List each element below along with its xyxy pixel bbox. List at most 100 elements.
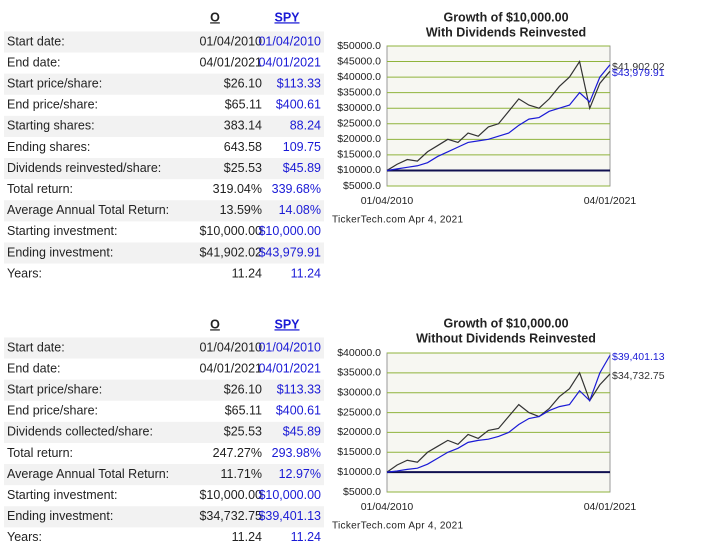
y-tick-label: $40000.0 — [337, 71, 381, 83]
row-background — [4, 73, 324, 95]
cell-o: 01/04/2010 — [199, 34, 262, 48]
row-label: Start date: — [7, 34, 65, 48]
cell-o: $10,000.00 — [199, 488, 262, 502]
chart-title: Growth of $10,000.00 — [443, 10, 568, 24]
y-tick-label: $40000.0 — [337, 347, 381, 359]
y-tick-label: $25000.0 — [337, 118, 381, 130]
y-tick-label: $30000.0 — [337, 102, 381, 114]
y-tick-label: $30000.0 — [337, 386, 381, 398]
row-label: Start price/share: — [7, 76, 102, 90]
cell-o: $34,732.75 — [199, 509, 262, 523]
series-line — [386, 64, 611, 172]
y-tick-label: $50000.0 — [337, 40, 381, 52]
column-header[interactable]: O — [210, 317, 220, 331]
cell-spy: 01/04/2010 — [258, 340, 321, 354]
row-label: Years: — [7, 530, 42, 544]
cell-o: 11.24 — [232, 530, 262, 544]
row-label: End date: — [7, 55, 61, 69]
cell-spy: 88.24 — [290, 119, 321, 133]
cell-spy: $39,401.13 — [258, 509, 321, 523]
plot-area — [386, 45, 611, 187]
row-label: Start price/share: — [7, 382, 102, 396]
row-background — [4, 158, 324, 180]
row-background — [4, 506, 324, 528]
row-background — [4, 115, 324, 137]
cell-spy: $400.61 — [276, 404, 321, 418]
row-label: End date: — [7, 361, 61, 375]
end-label: $34,732.75 — [612, 370, 665, 382]
cell-spy: $43,979.91 — [258, 245, 321, 259]
cell-o: 01/04/2010 — [199, 340, 262, 354]
row-background — [4, 421, 324, 443]
row-background — [4, 337, 324, 359]
cell-spy: $45.89 — [283, 425, 321, 439]
plot-area — [386, 352, 611, 493]
cell-spy: $10,000.00 — [258, 488, 321, 502]
row-label: Dividends collected/share: — [7, 425, 153, 439]
x-tick-label: 01/04/2010 — [361, 501, 414, 513]
chart-title: Without Dividends Reinvested — [416, 331, 596, 345]
cell-spy: 109.75 — [283, 140, 321, 154]
cell-spy: $10,000.00 — [258, 224, 321, 238]
cell-o: 11.24 — [232, 266, 262, 280]
cell-spy: 04/01/2021 — [258, 55, 321, 69]
cell-o: 11.71% — [221, 467, 262, 481]
cell-spy: $400.61 — [276, 98, 321, 112]
cell-o: $25.53 — [224, 161, 262, 175]
cell-o: 13.59% — [220, 203, 262, 217]
row-background — [4, 31, 324, 53]
y-tick-label: $25000.0 — [337, 406, 381, 418]
x-tick-label: 04/01/2021 — [584, 501, 637, 513]
x-tick-label: 04/01/2021 — [584, 195, 637, 207]
y-tick-label: $20000.0 — [337, 133, 381, 145]
cell-spy: 293.98% — [272, 446, 321, 460]
column-header[interactable]: O — [210, 10, 220, 24]
cell-spy: 14.08% — [279, 203, 321, 217]
cell-o: 04/01/2021 — [199, 55, 262, 69]
cell-o: $65.11 — [225, 98, 262, 112]
cell-o: $65.11 — [225, 404, 262, 418]
column-header[interactable]: SPY — [274, 317, 300, 331]
cell-o: $25.53 — [224, 425, 262, 439]
row-label: Ending shares: — [7, 140, 90, 154]
row-background — [4, 242, 324, 264]
row-label: Starting investment: — [7, 488, 117, 502]
row-label: Years: — [7, 266, 42, 280]
row-background — [4, 200, 324, 222]
row-label: Dividends reinvested/share: — [7, 161, 161, 175]
cell-o: 319.04% — [213, 182, 262, 196]
series-line — [386, 60, 611, 171]
row-background — [4, 379, 324, 401]
y-tick-label: $35000.0 — [337, 367, 381, 379]
chart-title: Growth of $10,000.00 — [443, 316, 568, 330]
row-label: End price/share: — [7, 98, 98, 112]
x-tick-label: 01/04/2010 — [361, 195, 414, 207]
row-background — [4, 464, 324, 486]
row-label: Ending investment: — [7, 509, 113, 523]
row-label: Average Annual Total Return: — [7, 203, 169, 217]
cell-spy: $113.33 — [277, 382, 321, 396]
y-tick-label: $35000.0 — [337, 86, 381, 98]
row-label: Starting investment: — [7, 224, 117, 238]
row-label: Ending investment: — [7, 245, 113, 259]
row-label: End price/share: — [7, 404, 98, 418]
cell-spy: 01/04/2010 — [258, 34, 321, 48]
y-tick-label: $5000.0 — [343, 180, 381, 192]
row-label: Total return: — [7, 182, 73, 196]
end-label: $41,902.02 — [612, 61, 665, 73]
end-label: $43,979.91 — [612, 67, 665, 79]
y-tick-label: $45000.0 — [337, 55, 381, 67]
row-label: Average Annual Total Return: — [7, 467, 169, 481]
column-header[interactable]: SPY — [274, 10, 300, 24]
cell-o: $26.10 — [224, 76, 262, 90]
end-label: $39,401.13 — [612, 351, 665, 363]
cell-o: $26.10 — [224, 382, 262, 396]
cell-spy: 11.24 — [291, 266, 321, 280]
cell-o: 04/01/2021 — [199, 361, 262, 375]
cell-spy: $113.33 — [277, 76, 321, 90]
cell-spy: 11.24 — [291, 530, 321, 544]
cell-spy: 04/01/2021 — [258, 361, 321, 375]
y-tick-label: $20000.0 — [337, 426, 381, 438]
cell-o: 383.14 — [224, 119, 262, 133]
